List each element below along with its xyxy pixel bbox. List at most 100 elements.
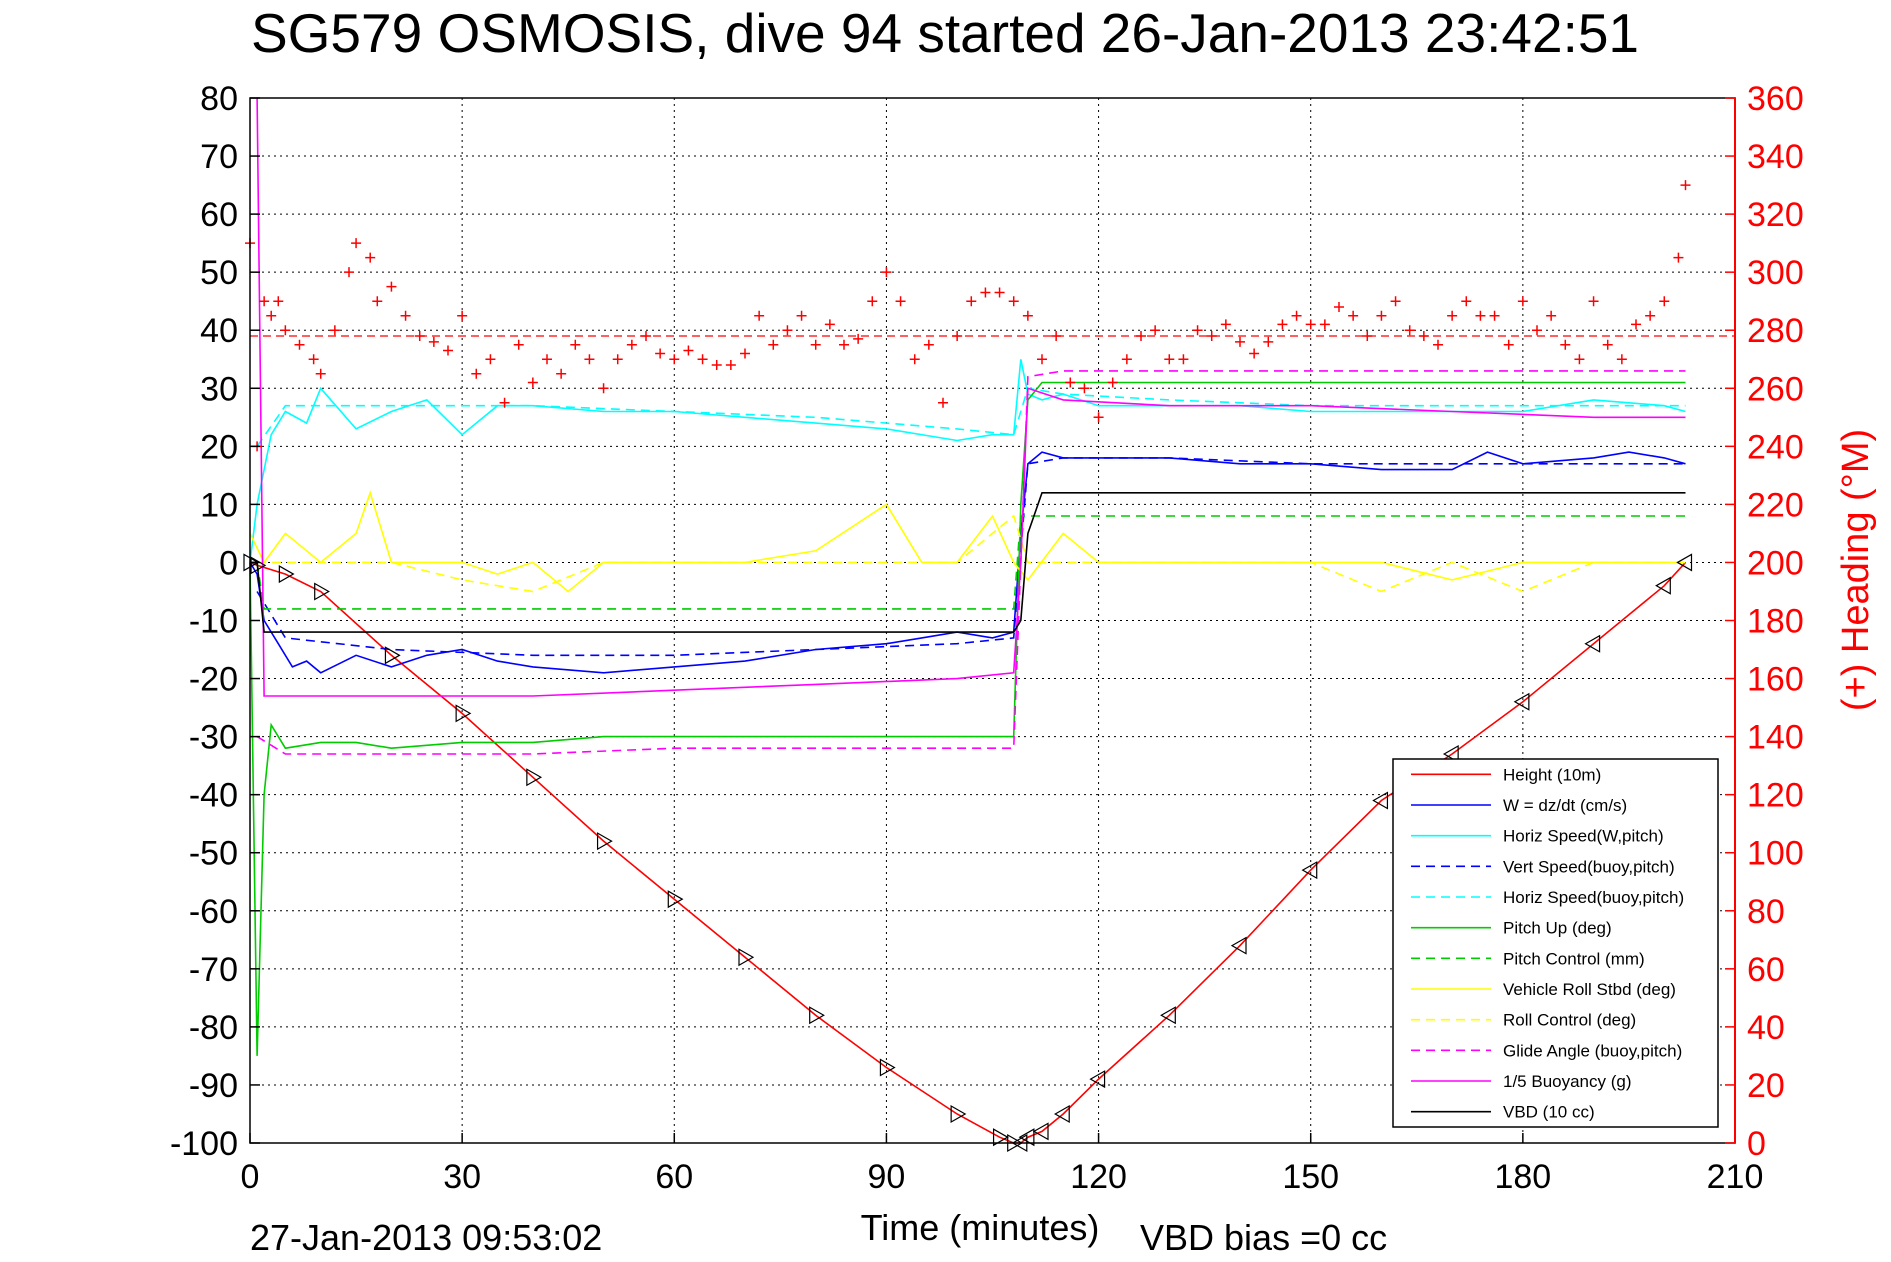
- y-tick-label: 50: [200, 254, 238, 292]
- x-tick-label: 30: [443, 1158, 481, 1196]
- height-triangle-marker: [1655, 576, 1671, 595]
- heading-marker: [1065, 377, 1076, 388]
- heading-marker: [1206, 331, 1217, 342]
- heading-marker: [725, 360, 736, 371]
- heading-marker: [1475, 310, 1486, 321]
- chart-legend: Height (10m) W = dz/dt (cm/s) Horiz Speed(…: [1392, 758, 1719, 1128]
- heading-marker: [344, 267, 354, 278]
- height-triangle-marker: [455, 704, 472, 723]
- legend-label: Vehicle Roll Stbd (deg): [1503, 980, 1676, 999]
- heading-marker: [626, 339, 637, 350]
- x-tick-label: 150: [1282, 1158, 1339, 1196]
- heading-marker: [499, 397, 510, 408]
- heading-marker: [1362, 331, 1373, 342]
- heading-marker: [796, 310, 807, 321]
- legend-label: Pitch Up (deg): [1503, 919, 1612, 938]
- heading-marker: [1319, 319, 1330, 330]
- height-triangle-marker: [1513, 692, 1530, 711]
- heading-marker: [1659, 296, 1670, 307]
- height-triangle-marker: [992, 1128, 1009, 1147]
- heading-marker: [966, 296, 977, 307]
- legend-label: Horiz Speed(W,pitch): [1503, 827, 1664, 846]
- heading-marker: [308, 354, 319, 365]
- heading-marker: [1390, 296, 1401, 307]
- heading-marker: [1631, 319, 1641, 330]
- height-triangle-marker: [1018, 1128, 1035, 1147]
- height-triangle-marker: [1584, 634, 1601, 653]
- heading-marker: [1037, 354, 1047, 365]
- heading-marker: [867, 296, 878, 307]
- y-tick-label: 80: [200, 80, 238, 118]
- heading-marker: [400, 310, 411, 321]
- right-tick-label: 340: [1747, 138, 1804, 176]
- heading-marker: [768, 339, 779, 350]
- heading-marker: [697, 354, 708, 365]
- right-tick-label: 300: [1747, 254, 1804, 292]
- heading-marker: [1022, 310, 1033, 321]
- height-triangle-marker: [278, 565, 295, 584]
- heading-marker: [386, 281, 397, 292]
- height-triangle-marker: [950, 1104, 967, 1124]
- y-tick-label: -80: [189, 1009, 238, 1047]
- heading-marker: [428, 336, 439, 347]
- y-tick-label: 0: [219, 544, 238, 582]
- heading-marker: [556, 368, 567, 379]
- y-tick-label: 10: [200, 486, 238, 524]
- heading-marker: [1192, 325, 1203, 336]
- legend-label: 1/5 Buoyancy (g): [1503, 1072, 1632, 1091]
- series-line-vehicle-roll-stbd-deg: [249, 490, 1686, 593]
- heading-marker: [1164, 354, 1175, 365]
- right-tick-label: 280: [1747, 312, 1804, 350]
- height-triangle-marker: [1032, 1122, 1049, 1141]
- heading-marker: [1008, 296, 1019, 307]
- heading-marker: [414, 331, 425, 342]
- axes-ticks: 0 30 60 90 120 150 180 21080706050403020100-10-…: [170, 80, 1804, 1196]
- footer-timestamp: 27-Jan-2013 09:53:02: [250, 1217, 602, 1258]
- right-tick-label: 120: [1747, 777, 1804, 815]
- height-triangle-marker: [596, 832, 613, 851]
- series-line-vert-speed-buoy-pitch: [256, 457, 1686, 657]
- heading-marker: [542, 354, 552, 365]
- height-triangle-marker: [1442, 744, 1459, 764]
- heading-marker: [273, 296, 284, 307]
- heading-marker: [1616, 354, 1627, 365]
- heading-marker: [994, 287, 1005, 298]
- series-line-w-dz-dt-cm-s: [249, 451, 1686, 674]
- heading-marker: [1291, 310, 1302, 321]
- heading-marker: [1447, 310, 1458, 321]
- height-triangle-marker: [667, 890, 684, 909]
- right-tick-label: 20: [1747, 1067, 1785, 1105]
- series-line-horiz-speed-w-pitch: [249, 359, 1686, 563]
- heading-marker: [294, 339, 305, 350]
- y-tick-label: 70: [200, 138, 238, 176]
- y-tick-label: 20: [200, 428, 238, 466]
- height-triangle-marker: [1676, 553, 1693, 572]
- heading-marker: [598, 383, 609, 394]
- legend-label: Glide Angle (buoy,pitch): [1503, 1041, 1682, 1060]
- series-line-1-5-buoyancy-g: [256, 97, 1686, 697]
- heading-marker: [1051, 331, 1062, 342]
- right-tick-label: 160: [1747, 661, 1804, 699]
- heading-marker: [853, 333, 864, 344]
- series-line-pitch-up-deg: [249, 381, 1686, 1056]
- heading-marker: [1574, 354, 1585, 365]
- right-tick-label: 100: [1747, 835, 1804, 873]
- heading-marker: [266, 310, 277, 321]
- heading-marker: [909, 354, 920, 365]
- heading-marker: [471, 368, 482, 379]
- y-tick-label: 30: [200, 370, 238, 408]
- heading-marker: [1249, 348, 1260, 359]
- y-tick-label: -70: [189, 951, 238, 989]
- heading-marker: [1136, 331, 1146, 342]
- height-triangle-marker: [1372, 791, 1389, 810]
- heading-marker: [1348, 310, 1359, 321]
- x-axis-label: Time (minutes): [861, 1207, 1100, 1248]
- chart-title: SG579 OSMOSIS, dive 94 started 26-Jan-20…: [251, 2, 1639, 64]
- right-tick-label: 260: [1747, 370, 1804, 408]
- right-tick-label: 180: [1747, 603, 1804, 641]
- y-tick-label: -90: [189, 1067, 238, 1105]
- heading-marker: [754, 310, 765, 321]
- heading-marker: [513, 339, 524, 350]
- heading-marker: [938, 397, 948, 408]
- y-tick-label: -100: [170, 1125, 238, 1163]
